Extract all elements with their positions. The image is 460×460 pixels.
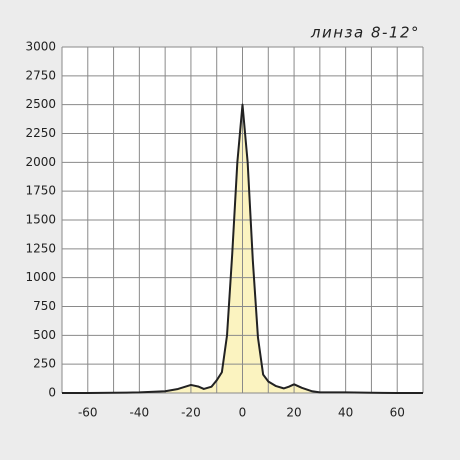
x-tick-label: -60	[78, 406, 98, 420]
y-tick-label: 0	[48, 386, 56, 400]
y-tick-label: 2000	[25, 155, 56, 169]
x-tick-label: 60	[390, 406, 405, 420]
line	[62, 103, 423, 394]
y-tick-label: 500	[33, 328, 56, 342]
y-tick-label: 1000	[25, 270, 56, 284]
x-tick-label: -20	[181, 406, 201, 420]
x-tick-label: -40	[130, 406, 150, 420]
chart-title: линза 8-12°	[310, 24, 420, 42]
y-tick-label: 750	[33, 299, 56, 313]
y-tick-label: 1500	[25, 213, 56, 227]
y-tick-label: 2750	[25, 68, 56, 82]
y-tick-label: 2500	[25, 97, 56, 111]
y-tick-label: 1750	[25, 184, 56, 198]
x-tick-label: 20	[286, 406, 301, 420]
y-tick-label: 250	[33, 357, 56, 371]
y-tick-label: 1250	[25, 241, 56, 255]
y-tick-label: 3000	[25, 40, 56, 54]
y-tick-label: 2250	[25, 126, 56, 140]
x-tick-label: 0	[239, 406, 247, 420]
x-tick-label: 40	[338, 406, 353, 420]
